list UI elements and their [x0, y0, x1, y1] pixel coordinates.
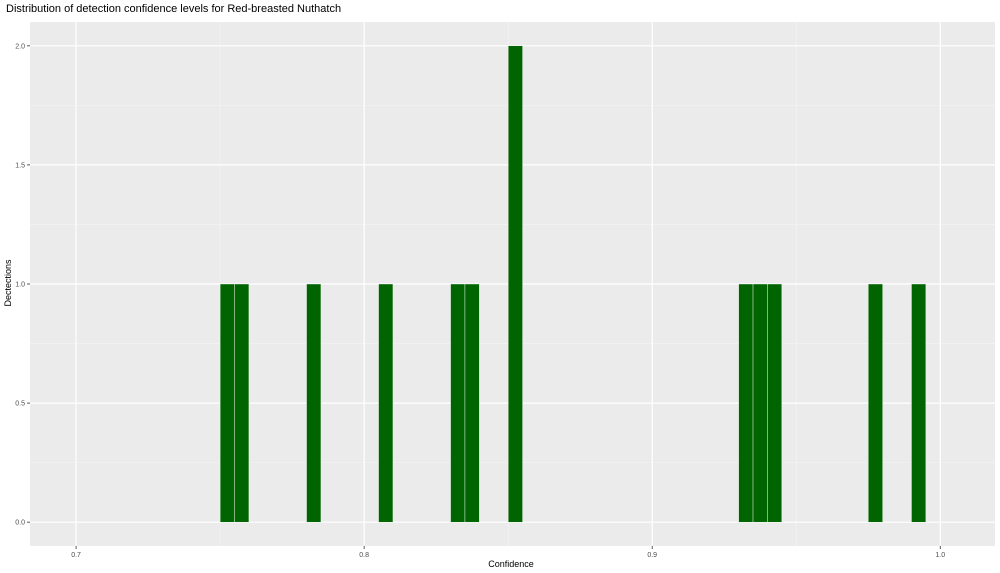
histogram-bar — [752, 283, 768, 523]
y-axis: 0.0 0.5 1.0 1.5 2.0 — [15, 43, 30, 527]
histogram-bar — [868, 283, 883, 523]
y-axis-title: Dectections — [3, 259, 13, 307]
histogram-bar — [738, 283, 754, 523]
histogram-bar — [507, 45, 523, 523]
y-tick-label: 0.0 — [15, 520, 25, 527]
x-tick-label: 0.8 — [359, 552, 369, 559]
histogram-bar — [464, 283, 480, 523]
y-tick-label: 1.5 — [15, 162, 25, 169]
x-axis: 0.7 0.8 0.9 1.0 — [71, 546, 945, 559]
histogram-bar — [450, 283, 466, 523]
x-tick-label: 1.0 — [935, 552, 945, 559]
histogram-bar — [767, 283, 783, 523]
y-tick-label: 0.5 — [15, 401, 25, 408]
histogram-bar — [378, 283, 394, 523]
histogram-bar — [219, 283, 235, 523]
x-axis-title: Confidence — [488, 559, 534, 569]
bars — [219, 45, 927, 523]
histogram-bar — [234, 283, 250, 523]
y-tick-label: 1.0 — [15, 282, 25, 289]
histogram-bar — [306, 283, 322, 523]
chart-title: Distribution of detection confidence lev… — [6, 3, 341, 15]
x-tick-label: 0.7 — [71, 552, 81, 559]
histogram-bar — [911, 283, 927, 523]
x-tick-label: 0.9 — [647, 552, 657, 559]
y-tick-label: 2.0 — [15, 43, 25, 50]
